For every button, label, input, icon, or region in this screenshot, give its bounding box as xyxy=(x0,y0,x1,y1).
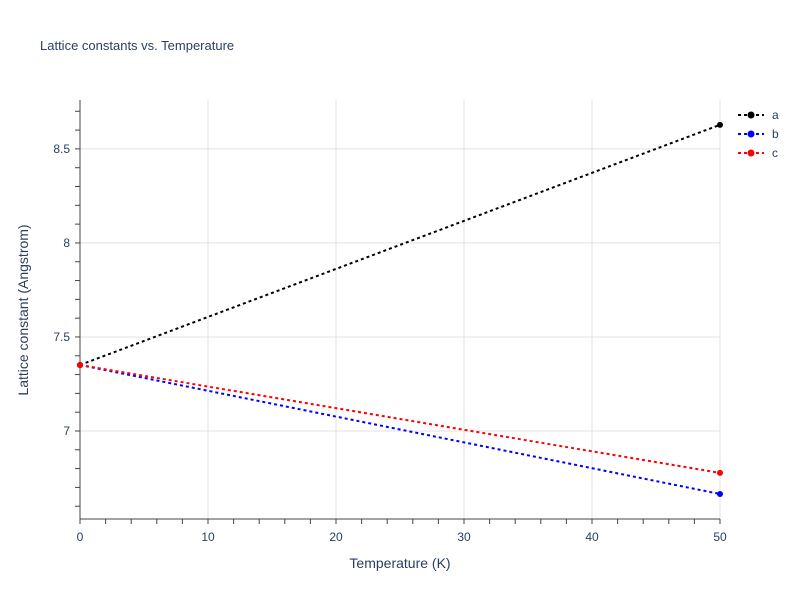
data-point-a xyxy=(717,121,723,128)
x-axis-label: Temperature (K) xyxy=(349,555,450,571)
legend-label-a: a xyxy=(772,108,779,122)
y-axis-label: Lattice constant (Angstrom) xyxy=(15,224,31,395)
y-tick-label: 8 xyxy=(63,236,70,250)
legend-marker-b xyxy=(747,130,755,138)
legend-label-b: b xyxy=(772,127,779,141)
y-tick-label: 8.5 xyxy=(53,142,70,156)
x-tick-label: 50 xyxy=(713,530,727,544)
x-tick-label: 0 xyxy=(77,530,84,544)
x-tick-label: 20 xyxy=(329,530,343,544)
x-tick-label: 40 xyxy=(585,530,599,544)
legend-marker-a xyxy=(747,111,755,119)
data-point-c xyxy=(77,361,83,368)
data-point-b xyxy=(717,490,723,497)
series-line-b xyxy=(79,363,721,495)
series-line-a xyxy=(79,123,721,366)
legend-label-c: c xyxy=(772,146,778,160)
x-tick-label: 30 xyxy=(457,530,471,544)
data-point-c xyxy=(717,469,723,476)
legend-marker-c xyxy=(747,149,755,157)
chart-title: Lattice constants vs. Temperature xyxy=(40,38,234,53)
y-tick-label: 7 xyxy=(63,424,70,438)
x-tick-label: 10 xyxy=(201,530,215,544)
y-tick-label: 7.5 xyxy=(53,330,70,344)
series-line-c xyxy=(79,363,721,474)
